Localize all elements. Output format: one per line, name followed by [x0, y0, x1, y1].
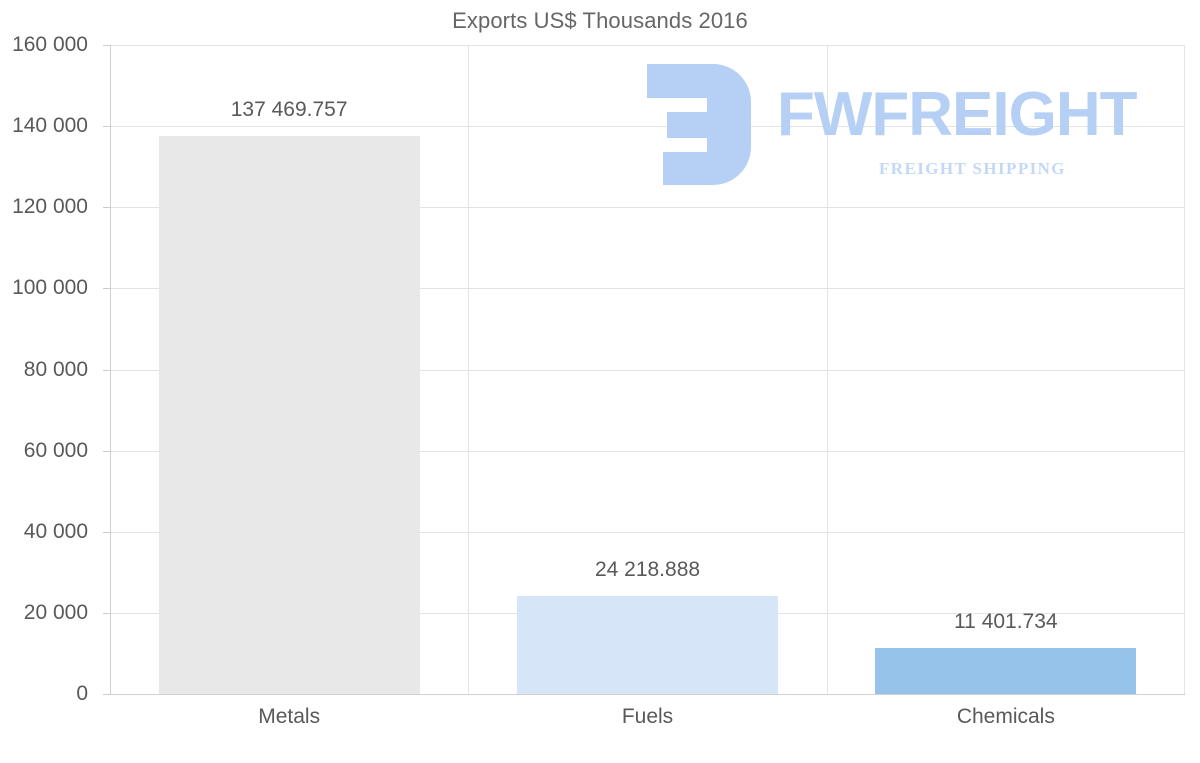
- gridline-vertical: [1184, 45, 1185, 694]
- y-axis-tick-mark: [103, 45, 110, 46]
- gridline-vertical: [468, 45, 469, 694]
- bar-value-label: 137 469.757: [230, 98, 348, 122]
- y-axis-tick-mark: [103, 369, 110, 371]
- gridline-horizontal: [110, 45, 1185, 46]
- y-axis-tick-mark: [103, 450, 110, 452]
- y-axis-tick-label: 40 000: [23, 519, 88, 543]
- plot-area: [110, 45, 1185, 695]
- bar-metals[interactable]: [158, 136, 420, 694]
- x-axis-category-label: Metals: [258, 705, 321, 728]
- y-axis-tick-mark: [103, 612, 110, 614]
- gridline-horizontal: [110, 126, 1185, 128]
- gridline-horizontal: [110, 207, 1185, 209]
- gridline-horizontal: [110, 450, 1185, 452]
- bar-fuels[interactable]: [517, 595, 778, 694]
- bar-chemicals[interactable]: [875, 647, 1137, 694]
- x-axis-category-label: Chemicals: [956, 705, 1055, 728]
- y-axis-tick-label: 0: [76, 682, 88, 705]
- y-axis-tick-label: 80 000: [23, 357, 88, 381]
- y-axis-tick-mark: [103, 207, 110, 209]
- bar-value-label: 24 218.888: [594, 557, 701, 581]
- y-axis-tick-label: 160 000: [12, 33, 88, 56]
- gridline-horizontal: [110, 369, 1185, 371]
- chart-title: Exports US$ Thousands 2016: [452, 8, 748, 33]
- gridline-horizontal: [110, 288, 1185, 290]
- y-axis-line: [110, 45, 111, 695]
- y-axis-tick-label: 140 000: [12, 114, 88, 138]
- y-axis-tick-label: 100 000: [12, 276, 88, 300]
- y-axis-tick-label: 120 000: [12, 195, 88, 219]
- gridline-vertical: [827, 45, 828, 694]
- bar-value-label: 11 401.734: [954, 609, 1058, 633]
- y-axis-tick-mark: [103, 694, 110, 695]
- y-axis-tick-mark: [103, 126, 110, 128]
- gridline-horizontal: [110, 531, 1185, 533]
- x-axis-line: [110, 694, 1185, 695]
- y-axis-tick-mark: [103, 288, 110, 290]
- y-axis-tick-label: 60 000: [23, 438, 88, 462]
- y-axis-tick-mark: [103, 531, 110, 533]
- y-axis-tick-label: 20 000: [23, 600, 88, 624]
- x-axis-category-label: Fuels: [621, 705, 674, 728]
